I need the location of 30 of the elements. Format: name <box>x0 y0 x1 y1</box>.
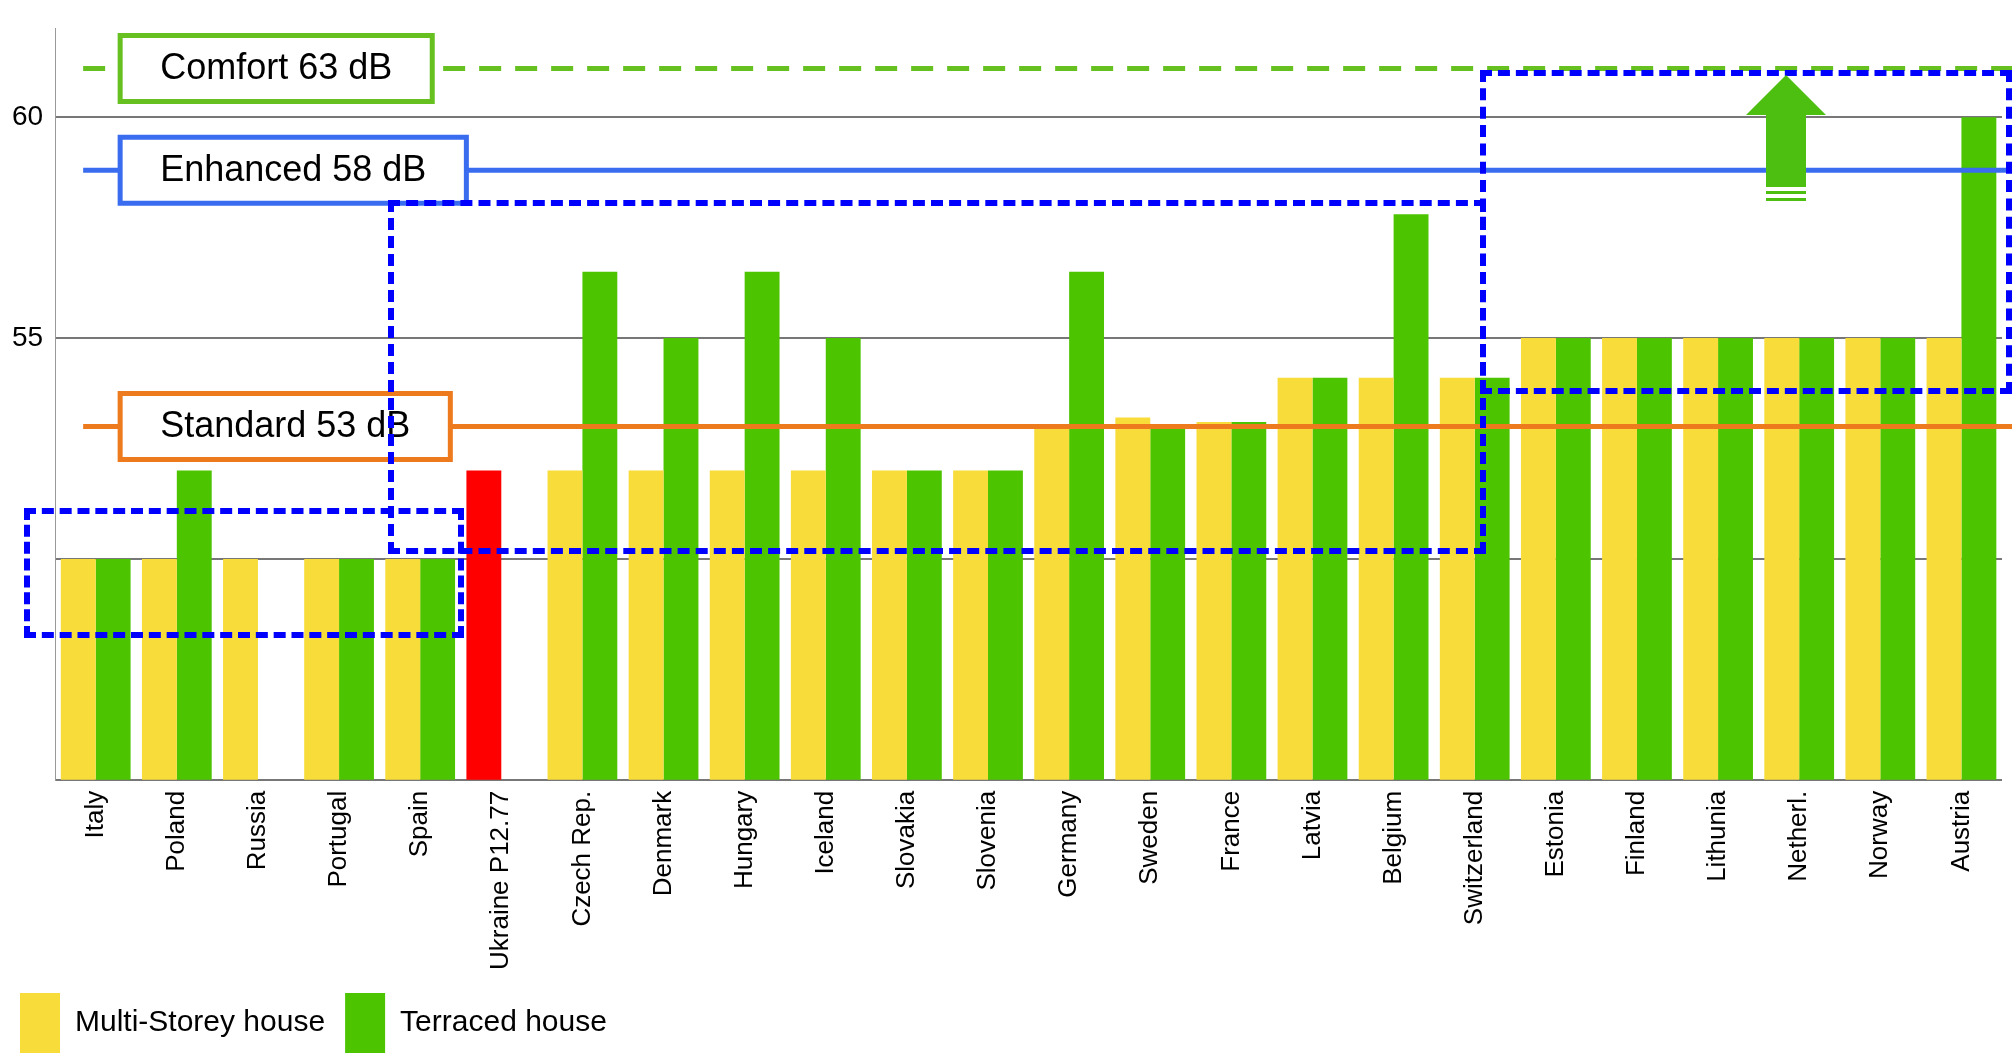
x-tick-label: Estonia <box>1539 790 1570 878</box>
x-tick-label: Lithunia <box>1701 790 1732 882</box>
x-tick-label: Austria <box>1944 790 1975 872</box>
legend-label: Terraced house <box>400 1004 607 1038</box>
x-tick-label: Czech Rep. <box>565 790 596 927</box>
x-tick-label: Poland <box>159 790 190 872</box>
x-tick-label: Denmark <box>646 789 677 897</box>
x-tick-label: Hungary <box>727 790 758 890</box>
y-tick-label: 60 <box>11 99 44 131</box>
x-tick-label: Ukraine P12.77 <box>484 790 515 971</box>
x-tick-label: Sweden <box>1133 790 1164 885</box>
legend-label: Multi-Storey house <box>75 1004 326 1038</box>
x-tick-label: Norway <box>1863 790 1894 879</box>
x-tick-label: Slovenia <box>971 790 1002 891</box>
x-tick-label: Portugal <box>322 790 353 888</box>
x-tick-label: Spain <box>403 790 434 858</box>
x-tick-label: Belgium <box>1376 790 1407 885</box>
ref-line-label: Enhanced 58 dB <box>160 148 427 190</box>
x-tick-label: Russia <box>241 790 272 871</box>
x-tick-label: Switzerland <box>1457 790 1488 926</box>
y-tick-label: 55 <box>11 320 44 352</box>
x-tick-label: Slovakia <box>890 790 921 890</box>
x-tick-label: France <box>1214 790 1245 872</box>
x-tick-label: Latvia <box>1295 790 1326 861</box>
x-tick-label: Finland <box>1620 790 1651 877</box>
x-tick-label: Iceland <box>808 790 839 875</box>
x-tick-label: Germany <box>1052 790 1083 898</box>
x-tick-label: Netherl. <box>1782 790 1813 882</box>
ref-line-label: Comfort 63 dB <box>160 46 393 88</box>
x-tick-label: Italy <box>78 790 109 839</box>
